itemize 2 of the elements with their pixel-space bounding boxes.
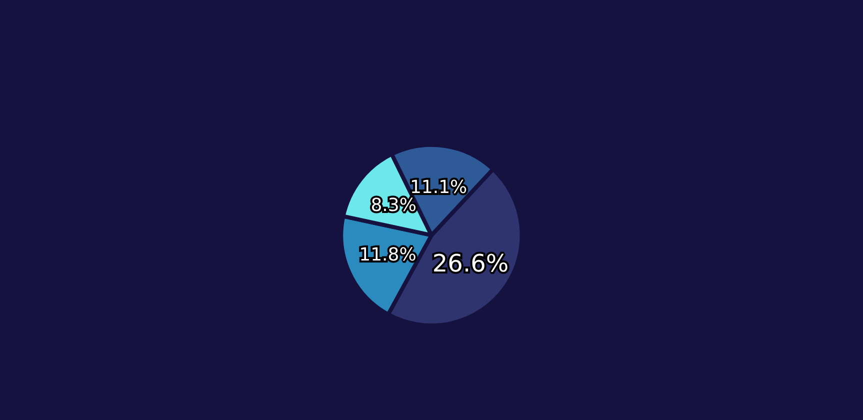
data-label: 26.6% bbox=[432, 249, 509, 278]
data-label: 11.8% bbox=[359, 244, 416, 266]
